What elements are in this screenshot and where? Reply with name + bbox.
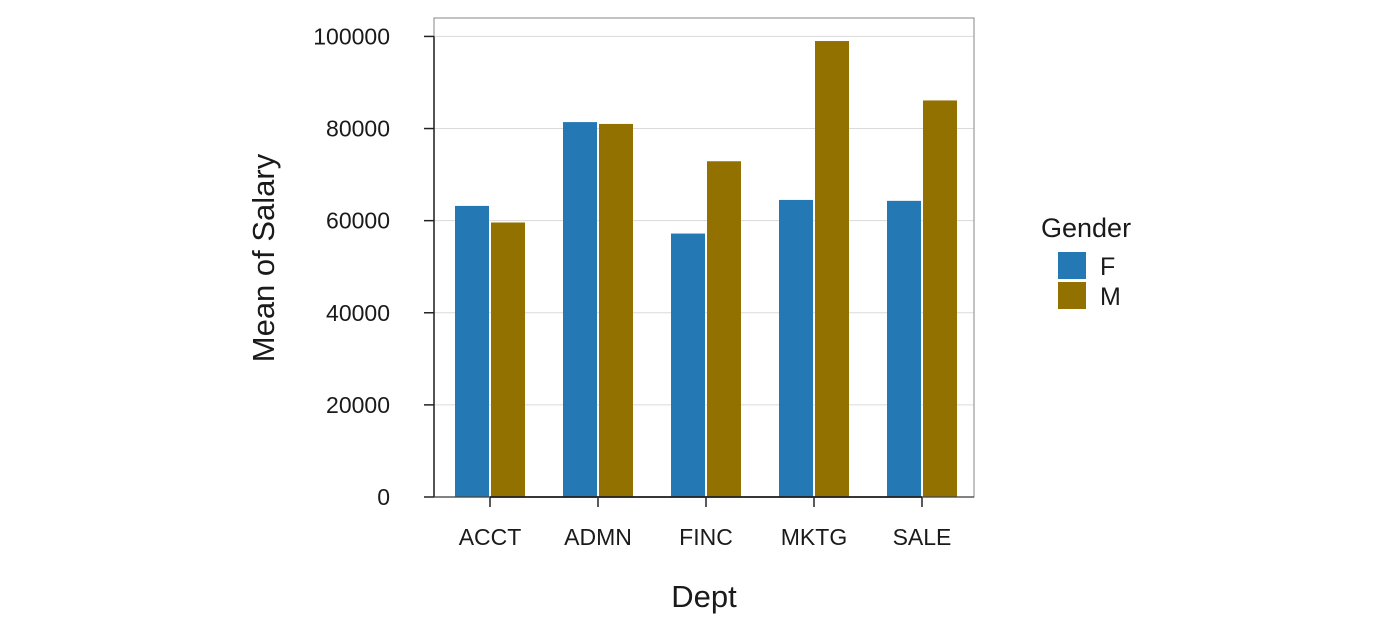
bar-acct-f (455, 205, 489, 497)
bar-acct-m (491, 222, 525, 497)
y-tick-label: 100000 (313, 23, 390, 49)
bar-finc-f (671, 233, 705, 498)
bars (455, 41, 957, 498)
bar-sale-m (923, 100, 957, 497)
y-tick-label: 0 (377, 484, 390, 510)
bar-sale-f (887, 200, 921, 497)
x-tick-label: ACCT (459, 524, 522, 550)
axes (424, 35, 974, 507)
legend-swatch-f (1058, 252, 1086, 279)
y-tick-label: 80000 (326, 116, 390, 142)
legend-label-f: F (1100, 253, 1115, 281)
bar-mktg-f (779, 199, 813, 497)
legend: Gender F M (1041, 213, 1131, 311)
bar-mktg-m (815, 41, 849, 498)
x-tick-label: SALE (893, 524, 952, 550)
y-tick-label: 20000 (326, 392, 390, 418)
legend-swatch-m (1058, 282, 1086, 309)
bar-admn-m (599, 123, 633, 498)
legend-title: Gender (1041, 213, 1131, 243)
tick-labels: 0 20000 40000 60000 80000 100000 ACCT ADMN FINC M… (313, 23, 951, 550)
x-axis-title: Dept (671, 579, 737, 614)
y-tick-label: 40000 (326, 300, 390, 326)
y-tick-label: 60000 (326, 208, 390, 234)
legend-label-m: M (1100, 283, 1121, 311)
bar-finc-m (707, 161, 741, 497)
bar-admn-f (563, 122, 597, 497)
x-tick-label: FINC (679, 524, 733, 550)
x-tick-label: ADMN (564, 524, 632, 550)
x-tick-label: MKTG (781, 524, 847, 550)
y-axis-title: Mean of Salary (246, 153, 281, 362)
